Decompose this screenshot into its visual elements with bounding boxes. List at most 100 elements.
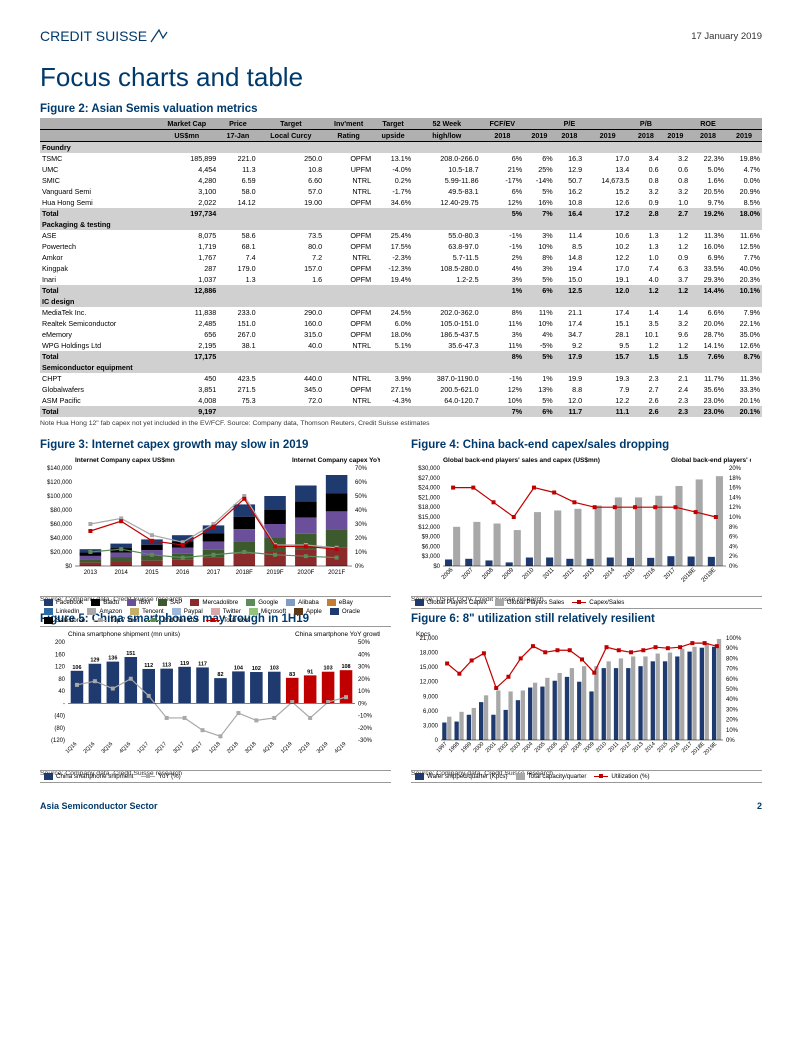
svg-text:$21,000: $21,000 xyxy=(418,495,440,501)
svg-text:20%: 20% xyxy=(729,466,742,472)
svg-text:1Q16: 1Q16 xyxy=(65,741,79,755)
svg-text:30%: 30% xyxy=(355,522,368,528)
svg-text:4Q16: 4Q16 xyxy=(118,741,132,755)
svg-text:129: 129 xyxy=(90,658,99,664)
svg-text:1998: 1998 xyxy=(448,741,461,754)
svg-text:2008: 2008 xyxy=(571,741,584,754)
fig2-title: Figure 2: Asian Semis valuation metrics xyxy=(40,103,762,115)
svg-text:90%: 90% xyxy=(726,646,739,652)
svg-text:China smartphone YoY growth (%: China smartphone YoY growth (%) xyxy=(295,631,380,638)
svg-text:$12,000: $12,000 xyxy=(418,525,440,531)
svg-text:2012: 2012 xyxy=(620,741,633,754)
svg-text:1Q18: 1Q18 xyxy=(208,741,222,755)
svg-text:10%: 10% xyxy=(358,689,371,695)
footer-left: Asia Semiconductor Sector xyxy=(40,801,158,811)
svg-text:10%: 10% xyxy=(355,550,368,556)
svg-text:106: 106 xyxy=(72,665,81,671)
svg-text:$140,000: $140,000 xyxy=(47,466,73,472)
svg-text:0: 0 xyxy=(435,738,439,744)
svg-text:136: 136 xyxy=(108,656,117,662)
svg-text:50%: 50% xyxy=(358,640,371,646)
svg-text:0%: 0% xyxy=(726,738,735,744)
svg-text:2001: 2001 xyxy=(485,741,498,754)
svg-text:$0: $0 xyxy=(433,564,440,570)
svg-text:100%: 100% xyxy=(726,636,742,642)
svg-text:200: 200 xyxy=(55,640,66,646)
svg-text:21,000: 21,000 xyxy=(420,636,439,642)
svg-text:103: 103 xyxy=(270,666,279,672)
svg-text:2014: 2014 xyxy=(114,570,128,576)
svg-text:70%: 70% xyxy=(726,667,739,673)
svg-text:$15,000: $15,000 xyxy=(418,515,440,521)
svg-text:120: 120 xyxy=(55,665,66,671)
fig6-title: Figure 6: 8" utilization still relativel… xyxy=(411,613,762,625)
svg-text:Internet Company capex YoY: Internet Company capex YoY xyxy=(292,457,380,464)
svg-text:103: 103 xyxy=(324,666,333,672)
page-title: Focus charts and table xyxy=(40,62,762,93)
svg-text:2015: 2015 xyxy=(145,570,159,576)
svg-text:$100,000: $100,000 xyxy=(47,494,73,500)
svg-text:2Q17: 2Q17 xyxy=(154,741,168,755)
svg-text:3Q19: 3Q19 xyxy=(316,741,330,755)
svg-text:18%: 18% xyxy=(729,476,742,482)
svg-text:$20,000: $20,000 xyxy=(50,550,72,556)
svg-text:4Q18: 4Q18 xyxy=(262,741,276,755)
svg-text:Global back-end players' sales: Global back-end players' sales and capex… xyxy=(443,457,600,464)
fig4-chart: Global back-end players' sales and capex… xyxy=(411,454,762,594)
svg-text:0%: 0% xyxy=(358,701,367,707)
svg-text:2017: 2017 xyxy=(207,570,221,576)
svg-text:40%: 40% xyxy=(726,697,739,703)
svg-text:$40,000: $40,000 xyxy=(50,536,72,542)
svg-text:Internet Company capex US$mn: Internet Company capex US$mn xyxy=(75,457,175,464)
report-date: 17 January 2019 xyxy=(691,31,762,42)
svg-text:30%: 30% xyxy=(358,665,371,671)
svg-text:4Q17: 4Q17 xyxy=(190,741,204,755)
svg-text:10%: 10% xyxy=(726,728,739,734)
brand-text: CREDIT SUISSE xyxy=(40,28,147,44)
svg-text:12%: 12% xyxy=(729,505,742,511)
svg-text:9,000: 9,000 xyxy=(423,694,439,700)
svg-text:119: 119 xyxy=(180,661,189,667)
svg-text:China smartphone shipment (mn: China smartphone shipment (mn units) xyxy=(68,631,180,638)
svg-text:$3,000: $3,000 xyxy=(422,554,441,560)
svg-text:$27,000: $27,000 xyxy=(418,476,440,482)
svg-text:-20%: -20% xyxy=(358,726,373,732)
svg-text:2018F: 2018F xyxy=(236,570,253,576)
svg-text:2013: 2013 xyxy=(632,741,645,754)
svg-text:2Q19: 2Q19 xyxy=(298,741,312,755)
svg-text:2020F: 2020F xyxy=(297,570,314,576)
svg-text:2011: 2011 xyxy=(542,567,556,581)
svg-text:(120): (120) xyxy=(51,738,65,744)
svg-text:$6,000: $6,000 xyxy=(422,544,441,550)
svg-text:2007: 2007 xyxy=(558,741,571,754)
svg-text:2013: 2013 xyxy=(84,570,98,576)
fig2-note: Note Hua Hong 12" fab capex not yet incl… xyxy=(40,420,762,427)
fig3-chart: Internet Company capex US$mn Internet Com… xyxy=(40,454,391,594)
svg-text:-10%: -10% xyxy=(358,714,373,720)
svg-text:2011: 2011 xyxy=(608,741,621,754)
svg-text:2%: 2% xyxy=(729,554,738,560)
fig5-chart: China smartphone shipment (mn units) Chin… xyxy=(40,628,391,768)
svg-text:(80): (80) xyxy=(54,726,65,732)
svg-text:60%: 60% xyxy=(726,677,739,683)
svg-text:160: 160 xyxy=(55,652,66,658)
svg-text:2009: 2009 xyxy=(583,741,596,754)
svg-text:0%: 0% xyxy=(729,564,738,570)
svg-text:$60,000: $60,000 xyxy=(50,522,72,528)
svg-text:117: 117 xyxy=(198,661,207,667)
svg-text:2Q18: 2Q18 xyxy=(226,741,240,755)
svg-text:2004: 2004 xyxy=(521,741,534,754)
svg-text:$30,000: $30,000 xyxy=(418,466,440,472)
svg-text:20%: 20% xyxy=(355,536,368,542)
svg-text:-30%: -30% xyxy=(358,738,373,744)
svg-text:83: 83 xyxy=(289,672,295,678)
svg-text:82: 82 xyxy=(217,672,223,678)
svg-text:50%: 50% xyxy=(726,687,739,693)
fig6-chart: Kpcs03,0006,0009,00012,00015,00018,00021… xyxy=(411,628,762,768)
svg-text:2013: 2013 xyxy=(582,567,596,581)
svg-text:18,000: 18,000 xyxy=(420,651,439,657)
svg-text:16%: 16% xyxy=(729,486,742,492)
svg-text:104: 104 xyxy=(234,665,244,671)
svg-text:1Q17: 1Q17 xyxy=(136,741,150,755)
svg-text:3Q18: 3Q18 xyxy=(244,741,258,755)
